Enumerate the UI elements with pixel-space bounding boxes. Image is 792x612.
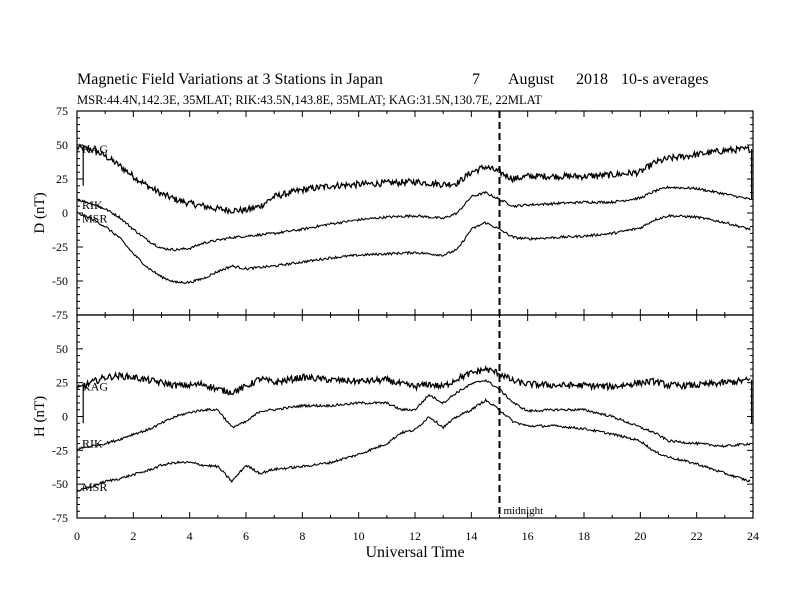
- series-KAG-D-line: [76, 143, 751, 216]
- xtick-label: 20: [634, 529, 646, 543]
- xtick-label: 24: [747, 529, 759, 543]
- ytick-label: 50: [56, 138, 68, 152]
- series-RIK-D-line: [76, 185, 751, 252]
- xlabel: Universal Time: [365, 544, 464, 561]
- title-averaging: 10-s averages: [621, 71, 709, 88]
- ytick-label: 25: [56, 376, 68, 390]
- stations-subtitle: MSR:44.4N,142.3E, 35MLAT; RIK:43.5N,143.…: [77, 93, 542, 107]
- series-MSR-H-line: [76, 397, 751, 492]
- midnight-annotation: midnight: [504, 505, 544, 517]
- series-label-MSR: MSR: [82, 480, 107, 494]
- series-label-RIK: RIK: [82, 437, 103, 451]
- ytick-label: -25: [52, 443, 68, 457]
- ytick-label: -25: [52, 240, 68, 254]
- ytick-label: 75: [56, 104, 68, 118]
- ytick-label: -50: [52, 274, 68, 288]
- xtick-label: 14: [465, 529, 477, 543]
- ytick-label: 0: [62, 410, 68, 424]
- series-MSR-D-line: [76, 211, 751, 284]
- xtick-label: 16: [522, 529, 534, 543]
- title-text: Magnetic Field Variations at 3 Stations …: [77, 71, 383, 88]
- xtick-label: 6: [243, 529, 249, 543]
- series-RIK-H-line: [76, 378, 751, 451]
- xtick-label: 2: [130, 529, 136, 543]
- chart-title: Magnetic Field Variations at 3 Stations …: [77, 71, 709, 89]
- series-label-MSR: MSR: [82, 211, 107, 225]
- ytick-label: -50: [52, 477, 68, 491]
- series-label-KAG: KAG: [82, 380, 108, 394]
- panel-H-frame: [76, 314, 754, 519]
- title-year: 2018: [576, 71, 608, 88]
- xtick-label: 22: [691, 529, 703, 543]
- xtick-label: 4: [187, 529, 193, 543]
- xtick-label: 18: [578, 529, 590, 543]
- title-day: 7: [472, 71, 480, 88]
- ytick-label: 25: [56, 172, 68, 186]
- ytick-label: 0: [62, 206, 68, 220]
- xtick-label: 10: [353, 529, 365, 543]
- series-KAG-H-line: [76, 364, 751, 396]
- ytick-label: 50: [56, 342, 68, 356]
- ylabel-H: H (nT): [32, 396, 48, 437]
- xtick-label: 8: [299, 529, 305, 543]
- ytick-label: -75: [52, 308, 68, 322]
- series-label-KAG: KAG: [82, 142, 108, 156]
- title-month: August: [508, 71, 555, 88]
- ytick-label: -75: [52, 511, 68, 525]
- ylabel-D: D (nT): [32, 192, 48, 233]
- panel-D-frame: [76, 110, 754, 316]
- xtick-label: 0: [74, 529, 80, 543]
- xtick-label: 12: [409, 529, 421, 543]
- series-label-RIK: RIK: [82, 198, 103, 212]
